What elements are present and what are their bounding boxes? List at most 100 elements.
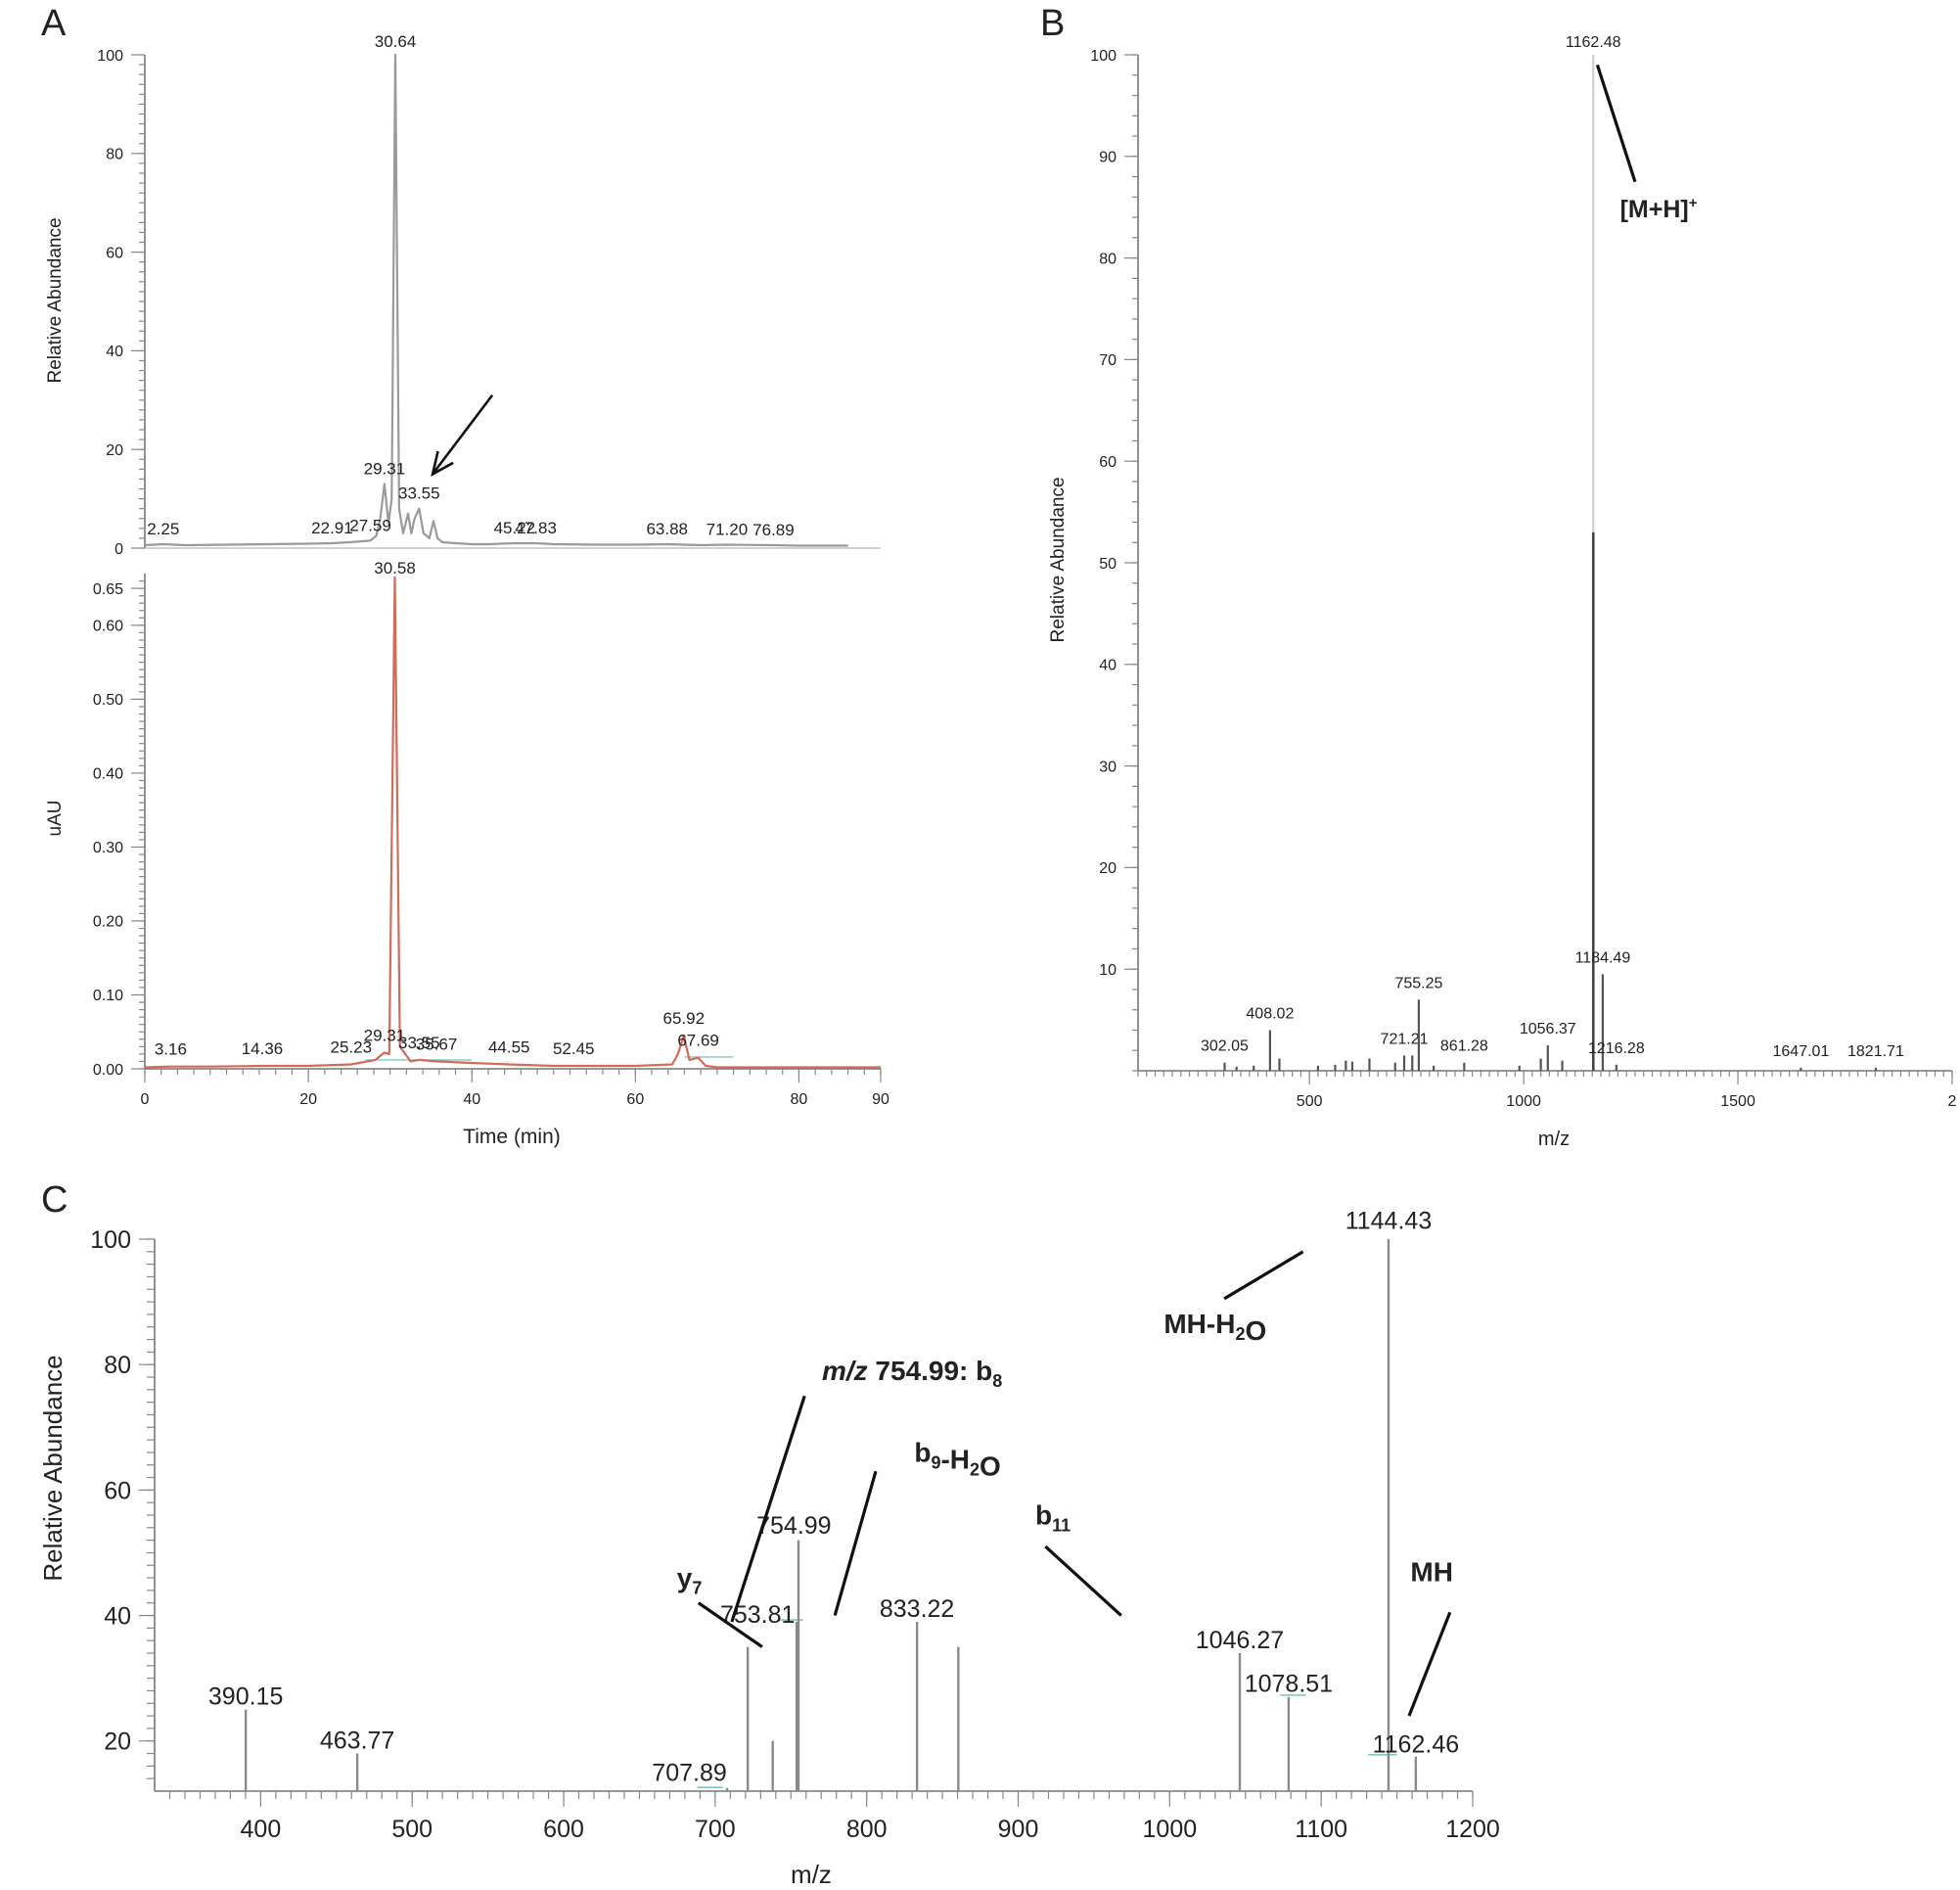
chart-c-x-tick-label: 500 (391, 1816, 433, 1843)
chart-a-top-y-tick-label: 20 (106, 442, 123, 459)
chart-c-annotation-leader (730, 1395, 806, 1623)
chart-a-bottom-y-tick-label: 0.10 (93, 988, 123, 1004)
chart-c-peak-label: 1162.46 (1373, 1730, 1460, 1758)
chart-b-peak-label: 1216.28 (1588, 1040, 1645, 1057)
chart-c-annotation: MH (1410, 1556, 1453, 1587)
chart-a-bottom-peak-label: 25.23 (331, 1037, 373, 1056)
chart-b-ylabel: Relative Abundance (1048, 477, 1069, 642)
chart-a-top-peak-label: 71.20 (707, 520, 749, 538)
chart-c-x-tick-label: 1100 (1295, 1816, 1347, 1843)
chart-b-y-tick-label: 20 (1099, 860, 1117, 877)
chart-c: Relative Abundance m/z 20 40 60 80 100 400 500… (38, 1208, 1500, 1889)
chart-a-bottom-xlabel: Time (min) (463, 1126, 561, 1148)
chart-a-bottom-y-tick-label: 0.60 (93, 619, 123, 635)
chart-a-bottom-peak-label: 44.55 (488, 1037, 530, 1056)
chart-c-annotation: MH-H2O (1163, 1309, 1266, 1346)
chart-c-peak-label: 1078.51 (1245, 1671, 1333, 1698)
chart-a-bottom-y-tick-label: 0.50 (93, 692, 123, 709)
chart-a-top-peak-label: 33.55 (398, 484, 440, 503)
chart-b-y-tick-label: 30 (1099, 759, 1117, 775)
chart-a-top-trace (144, 53, 848, 547)
chart-b-peak-label: 1056.37 (1520, 1021, 1576, 1037)
panel-letter-b: B (1040, 3, 1065, 44)
chart-a-top-y-tick-label: 40 (106, 344, 123, 360)
chart-b-x-tick-label: 2 (1948, 1093, 1957, 1110)
chart-c-x-tick-label: 1200 (1445, 1816, 1500, 1843)
chart-a-top-y-tick-label: 60 (106, 245, 123, 261)
chart-a-top-peak-label: 76.89 (752, 521, 795, 539)
panel-letter-c: C (41, 1179, 68, 1221)
chart-b-y-tick-label: 70 (1099, 352, 1117, 369)
chart-a-bottom-x-tick-label: 20 (299, 1091, 317, 1108)
chart-c-x-tick-label: 600 (543, 1816, 584, 1843)
chart-c-x-tick-label: 700 (695, 1816, 736, 1843)
chart-a-bottom-peak-label: 30.58 (374, 559, 416, 577)
chart-b-annotation-leader (1595, 64, 1637, 183)
chart-b-peak-label: 861.28 (1440, 1038, 1488, 1055)
chart-a-bottom: uAU Time (min) 0.00 0.10 0.20 0.30 0.40 0.50 0… (45, 559, 889, 1148)
chart-b-x-tick-label: 1500 (1720, 1093, 1755, 1110)
chart-b-peak-label: 1821.71 (1847, 1043, 1904, 1060)
chart-b-y-tick-label: 40 (1099, 658, 1117, 674)
chart-c-y-tick-label: 80 (104, 1352, 131, 1379)
chart-c-x-tick-label: 1000 (1143, 1816, 1198, 1843)
chart-a-bottom-peak-label: 14.36 (242, 1039, 284, 1058)
chart-a-top-arrow-shaft (432, 393, 494, 476)
chart-a-bottom-x-tick-label: 90 (872, 1091, 889, 1108)
chart-a-top-peak-label: 63.88 (646, 520, 688, 538)
chart-c-ylabel: Relative Abundance (38, 1355, 68, 1581)
chart-c-annotation-leader (1044, 1544, 1122, 1617)
chart-a-bottom-trace (144, 576, 881, 1069)
chart-b: Relative Abundance m/z 10 20 30 40 50 60 70 80 9… (1048, 34, 1957, 1150)
chart-a-bottom-x-tick-label: 60 (626, 1091, 644, 1108)
chart-b-y-tick-label: 60 (1099, 454, 1117, 471)
chart-c-peak-label: 1046.27 (1196, 1627, 1284, 1654)
chart-a-bottom-peak-label: 67.69 (677, 1032, 719, 1050)
chart-a-bottom-y-tick-label: 0.20 (93, 914, 123, 931)
chart-a-top-peak-label: 30.64 (375, 32, 417, 51)
chart-b-y-tick-label: 90 (1099, 150, 1117, 166)
chart-b-peak-label: 1647.01 (1773, 1043, 1830, 1060)
chart-c-annotation-leader (833, 1470, 878, 1616)
chart-c-annotation-leader (697, 1601, 763, 1648)
chart-b-peak-label: 302.05 (1201, 1038, 1249, 1055)
chart-b-xlabel: m/z (1538, 1129, 1570, 1150)
chart-a-bottom-peak-label: 29.31 (364, 1026, 406, 1044)
chart-c-y-tick-label: 20 (104, 1729, 131, 1756)
chart-b-annotation: [M+H]+ (1620, 195, 1698, 223)
chart-c-y-tick-label: 60 (104, 1477, 131, 1504)
chart-b-y-tick-label: 50 (1099, 556, 1117, 573)
chart-a-top-y-tick-label: 100 (97, 48, 123, 65)
chart-a-bottom-peak-label: 35.67 (416, 1035, 458, 1053)
chart-a-top-y-tick-label: 0 (114, 541, 123, 558)
chart-a-bottom-x-tick-label: 0 (141, 1091, 150, 1108)
chart-a-top-peak-label: 27.59 (349, 516, 391, 534)
chart-b-x-tick-label: 500 (1297, 1093, 1323, 1110)
chart-c-x-tick-label: 800 (846, 1816, 888, 1843)
chart-c-annotation: b9-H2O (914, 1438, 1000, 1482)
chart-a-bottom-peak-label: 3.16 (155, 1040, 187, 1059)
chart-b-y-tick-label: 80 (1099, 251, 1117, 267)
chart-a-bottom-peak-label: 33.55 (398, 1034, 440, 1052)
chart-a-top-peak-label: 2.25 (147, 520, 179, 538)
chart-a-bottom-x-tick-label: 80 (791, 1091, 808, 1108)
chart-c-annotation: m/z 754.99: b8 (822, 1356, 1002, 1391)
chart-b-peak-label: 755.25 (1394, 975, 1442, 991)
chart-a-top-peak-label: 29.31 (364, 459, 406, 478)
chart-b-peak-label: 721.21 (1381, 1031, 1429, 1047)
chart-c-peak-label: 833.22 (880, 1595, 954, 1623)
chart-a-bottom-ylabel: uAU (45, 801, 66, 837)
chart-c-annotation: y7 (677, 1563, 703, 1598)
chart-b-y-tick-label: 10 (1099, 962, 1117, 979)
chart-c-x-tick-label: 900 (998, 1816, 1039, 1843)
chart-c-annotation: b11 (1035, 1500, 1071, 1536)
chart-a-bottom-x-tick-label: 40 (463, 1091, 480, 1108)
chart-c-xlabel: m/z (791, 1860, 832, 1889)
chart-c-peak-label: 463.77 (320, 1727, 394, 1754)
chart-a-top-ylabel: Relative Abundance (45, 217, 66, 383)
chart-a-top-y-tick-label: 80 (106, 147, 123, 163)
chart-a-bottom-y-tick-label: 0.40 (93, 766, 123, 783)
chart-b-peak-label: 408.02 (1246, 1005, 1294, 1022)
chart-a-bottom-peak-label: 52.45 (553, 1039, 595, 1058)
chart-b-peak-label: 1162.48 (1566, 34, 1621, 51)
